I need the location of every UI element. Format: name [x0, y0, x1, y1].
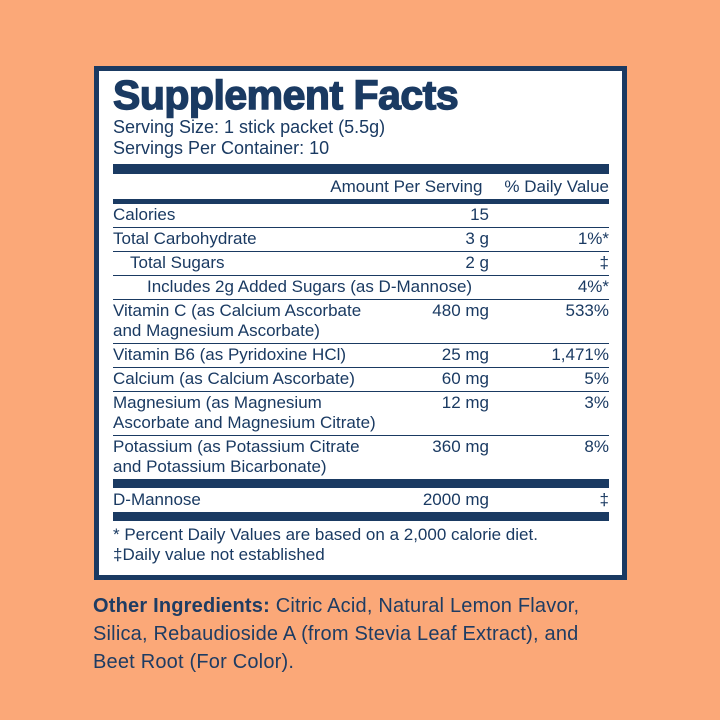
divider-bar-header	[113, 199, 609, 204]
table-row: Includes 2g Added Sugars (as D-Mannose) …	[113, 276, 609, 300]
amount-column-header: Amount Per Serving	[330, 177, 483, 196]
servings-per-container: Servings Per Container: 10	[113, 138, 330, 158]
other-ingredients: Other Ingredients: Citric Acid, Natural …	[93, 592, 641, 676]
nutrient-amount: 3 g	[465, 229, 489, 248]
nutrient-daily-value: 5%	[584, 369, 609, 388]
footnotes: * Percent Daily Values are based on a 2,…	[113, 521, 609, 565]
nutrient-name: Calories	[113, 205, 176, 224]
nutrient-amount: 480 mg	[432, 301, 489, 320]
table-row: Magnesium (as Magnesium Ascorbate and Ma…	[113, 392, 609, 436]
table-row-dmannose: D-Mannose 2000 mg ‡	[113, 488, 609, 512]
table-row: Vitamin B6 (as Pyridoxine HCl) 25 mg 1,4…	[113, 344, 609, 368]
table-row: Total Sugars 2 g ‡	[113, 252, 609, 276]
nutrient-amount: 15	[470, 205, 489, 224]
table-row: Total Carbohydrate 3 g 1%*	[113, 228, 609, 252]
nutrient-daily-value: 8%	[584, 437, 609, 456]
nutrient-name: Potassium (as Potassium Citrate and Pota…	[113, 437, 360, 476]
nutrient-table: Calories 15 Total Carbohydrate 3 g 1%* T…	[113, 204, 609, 479]
other-ingredients-text: Citric Acid, Natural Lemon Flavor, Silic…	[93, 595, 580, 673]
nutrient-daily-value: 1,471%	[551, 345, 609, 364]
column-headers: Amount Per Serving % Daily Value	[113, 174, 609, 199]
table-row: Vitamin C (as Calcium Ascorbate and Magn…	[113, 300, 609, 344]
nutrient-name: Includes 2g Added Sugars (as D-Mannose)	[147, 277, 473, 296]
nutrient-amount: 360 mg	[432, 437, 489, 456]
divider-bar-dmannose-bottom	[113, 512, 609, 521]
table-row: Potassium (as Potassium Citrate and Pota…	[113, 436, 609, 479]
nutrient-daily-value: 533%	[565, 301, 609, 320]
footnote-not-established: ‡Daily value not established	[113, 545, 325, 564]
divider-bar-dmannose-top	[113, 479, 609, 488]
nutrient-name: D-Mannose	[113, 490, 201, 509]
nutrient-daily-value: 4%*	[577, 277, 609, 296]
nutrient-amount: 60 mg	[441, 369, 489, 388]
supplement-facts-panel: Supplement Facts Serving Size: 1 stick p…	[94, 66, 627, 580]
nutrient-name: Total Sugars	[130, 253, 225, 272]
panel-content: Supplement Facts Serving Size: 1 stick p…	[99, 71, 622, 565]
daily-value-column-header: % Daily Value	[504, 177, 609, 196]
serving-size: Serving Size: 1 stick packet (5.5g)	[113, 117, 386, 137]
table-row: Calcium (as Calcium Ascorbate) 60 mg 5%	[113, 368, 609, 392]
divider-bar-top	[113, 164, 609, 174]
nutrient-name: Total Carbohydrate	[113, 229, 257, 248]
nutrient-daily-value: 1%*	[577, 229, 609, 248]
footnote-daily-values: * Percent Daily Values are based on a 2,…	[113, 525, 538, 544]
nutrient-amount: 12 mg	[441, 393, 489, 412]
nutrient-name: Vitamin C (as Calcium Ascorbate and Magn…	[113, 301, 362, 340]
nutrient-amount: 2 g	[465, 253, 489, 272]
nutrient-daily-value: ‡	[599, 490, 609, 509]
nutrient-name: Vitamin B6 (as Pyridoxine HCl)	[113, 345, 347, 364]
table-row: Calories 15	[113, 204, 609, 228]
nutrient-daily-value: 3%	[584, 393, 609, 412]
nutrient-name: Magnesium (as Magnesium Ascorbate and Ma…	[113, 393, 376, 432]
nutrient-name: Calcium (as Calcium Ascorbate)	[113, 369, 355, 388]
other-ingredients-label: Other Ingredients:	[93, 595, 270, 617]
nutrient-amount: 25 mg	[441, 345, 489, 364]
panel-title: Supplement Facts	[112, 72, 459, 118]
nutrient-amount: 2000 mg	[422, 490, 489, 509]
nutrient-daily-value: ‡	[599, 253, 609, 272]
